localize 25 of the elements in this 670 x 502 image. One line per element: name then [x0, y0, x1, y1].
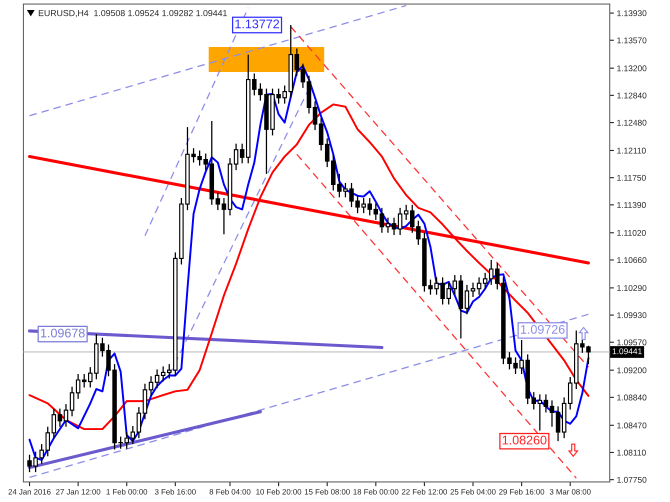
y-tick-label: 1.13930: [617, 10, 646, 16]
annotation: 1.08260: [502, 436, 546, 445]
y-tick-label: 1.09930: [617, 312, 646, 318]
y-tick-label: 1.10660: [617, 257, 646, 264]
y-tick-label: 1.08470: [617, 422, 646, 428]
y-tick-label: 1.08840: [617, 394, 646, 400]
ref-line-label: 1.09441: [612, 348, 642, 354]
annotation: 1.09726: [520, 324, 565, 334]
y-tick-label: 1.08110: [617, 450, 646, 456]
y-tick-label: 1.12840: [617, 92, 646, 98]
text: EURUSD,H4 1.09508 1.09524 1.09282 1.09441: [38, 10, 227, 18]
y-tick-label: 1.12480: [617, 120, 646, 126]
y-tick-label: 1.11750: [617, 174, 646, 181]
y-tick-label: 1.07750: [617, 476, 646, 483]
annotation: 1.13772: [235, 20, 280, 28]
y-tick-label: 1.11390: [617, 202, 646, 208]
y-tick-label: 1.10290: [617, 285, 646, 291]
y-tick-label: 1.09200: [617, 367, 646, 374]
y-tick-label: 1.11020: [617, 230, 646, 236]
annotation: 1.09678: [41, 328, 85, 338]
line-series: [28, 103, 590, 430]
y-tick-label: 1.13570: [617, 37, 646, 44]
y-tick-label: 1.13200: [617, 65, 646, 72]
y-tick-label: 1.09570: [617, 339, 646, 346]
y-tick-label: 1.12110: [617, 148, 646, 154]
